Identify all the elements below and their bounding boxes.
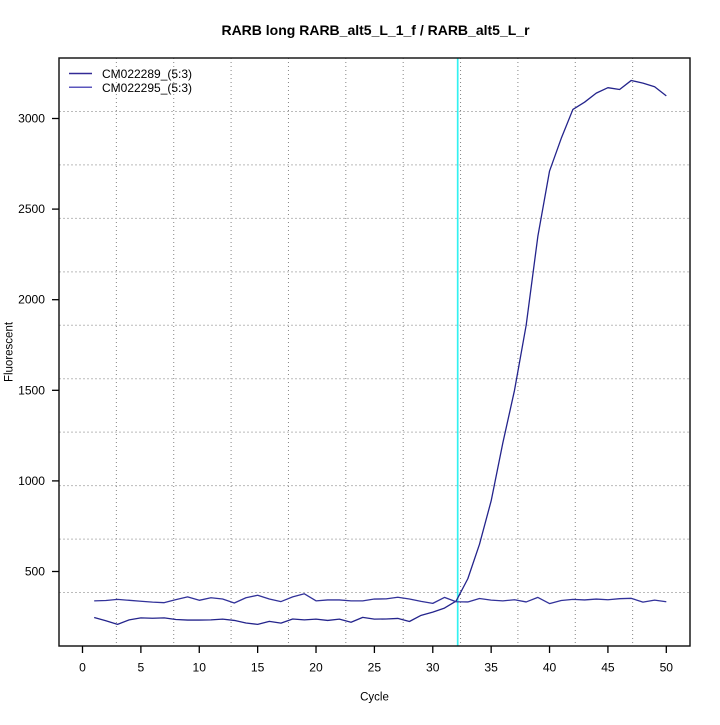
svg-text:15: 15 [251, 661, 265, 675]
svg-text:50: 50 [660, 661, 674, 675]
svg-text:CM022295_(5:3): CM022295_(5:3) [102, 81, 192, 95]
svg-text:25: 25 [368, 661, 382, 675]
svg-text:500: 500 [25, 565, 45, 579]
svg-text:10: 10 [193, 661, 207, 675]
svg-text:2500: 2500 [18, 202, 45, 216]
svg-text:35: 35 [484, 661, 498, 675]
svg-text:30: 30 [426, 661, 440, 675]
svg-text:0: 0 [79, 661, 86, 675]
svg-text:45: 45 [601, 661, 615, 675]
svg-text:Cycle: Cycle [360, 691, 389, 703]
svg-text:40: 40 [543, 661, 557, 675]
svg-text:2000: 2000 [18, 293, 45, 307]
svg-text:CM022289_(5:3): CM022289_(5:3) [102, 67, 192, 81]
svg-text:3000: 3000 [18, 112, 45, 126]
svg-text:RARB long RARB_alt5_L_1_f / RA: RARB long RARB_alt5_L_1_f / RARB_alt5_L_… [221, 22, 530, 38]
svg-text:1000: 1000 [18, 474, 45, 488]
svg-text:5: 5 [138, 661, 145, 675]
svg-text:20: 20 [309, 661, 323, 675]
svg-text:1500: 1500 [18, 383, 45, 397]
svg-text:Fluorescent: Fluorescent [4, 321, 16, 382]
